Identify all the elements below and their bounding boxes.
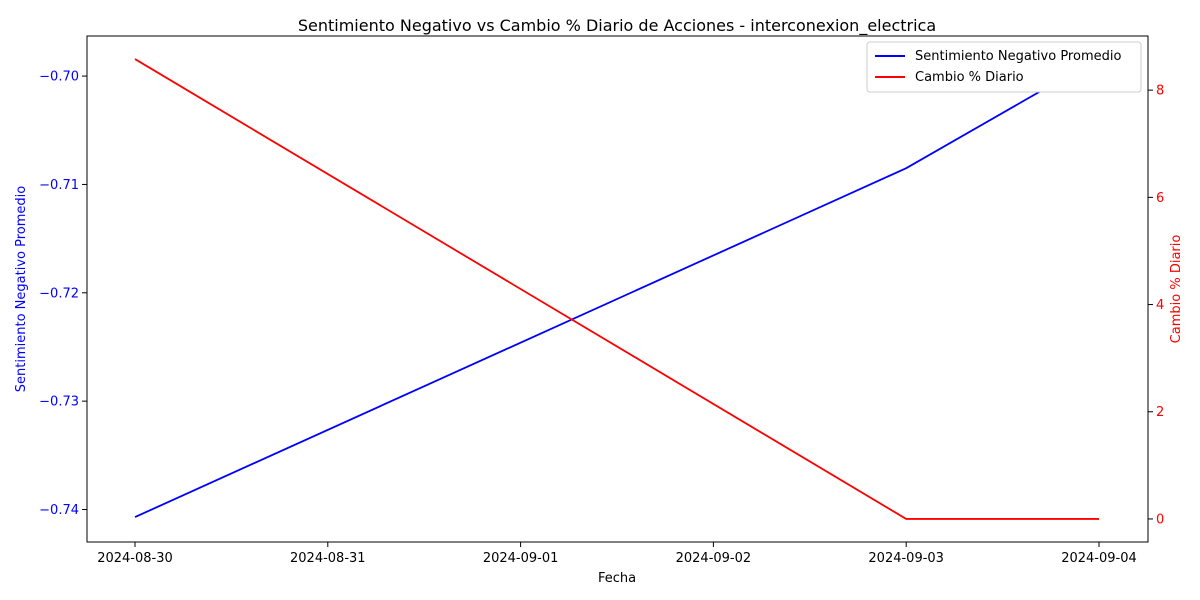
- series-line-sentimiento: [134, 56, 1100, 518]
- x-tick-label: 2024-08-30: [97, 551, 173, 566]
- x-tick-label: 2024-09-03: [868, 551, 944, 566]
- left-axis-ticks: −0.74 −0.73 −0.72 −0.71 −0.70: [39, 70, 87, 518]
- left-tick-label: −0.73: [39, 395, 79, 410]
- series-line-cambio: [134, 58, 1099, 520]
- chart-title: Sentimiento Negativo vs Cambio % Diario …: [298, 16, 936, 36]
- left-axis-title: Sentimiento Negativo Promedio: [14, 186, 29, 392]
- plot-area: [87, 36, 1148, 542]
- right-axis-ticks: 0 2 4 6 8: [1148, 84, 1164, 527]
- x-tick-label: 2024-09-02: [676, 551, 752, 566]
- legend: Sentimiento Negativo Promedio Cambio % D…: [866, 41, 1142, 93]
- right-axis-title: Cambio % Diario: [1169, 235, 1184, 344]
- left-tick-label: −0.74: [39, 503, 79, 518]
- x-tick-label: 2024-08-31: [290, 551, 366, 566]
- right-tick-label: 8: [1156, 84, 1164, 99]
- legend-label-cambio: Cambio % Diario: [915, 70, 1024, 85]
- x-axis-ticks: 2024-08-30 2024-08-31 2024-09-01 2024-09-02…: [97, 542, 1137, 566]
- right-tick-label: 6: [1156, 191, 1164, 206]
- right-tick-label: 0: [1156, 512, 1164, 527]
- left-tick-label: −0.72: [39, 286, 79, 301]
- right-tick-label: 2: [1156, 405, 1164, 420]
- series-lines: [134, 56, 1100, 520]
- right-tick-label: 4: [1156, 298, 1164, 313]
- legend-label-sentimiento: Sentimiento Negativo Promedio: [915, 49, 1121, 64]
- left-tick-label: −0.71: [39, 178, 79, 193]
- x-tick-label: 2024-09-01: [483, 551, 559, 566]
- plot-frame: [86, 35, 1149, 543]
- left-tick-label: −0.70: [39, 70, 79, 85]
- x-tick-label: 2024-09-04: [1061, 551, 1137, 566]
- x-axis-title: Fecha: [598, 571, 636, 586]
- legend-box: [866, 41, 1142, 93]
